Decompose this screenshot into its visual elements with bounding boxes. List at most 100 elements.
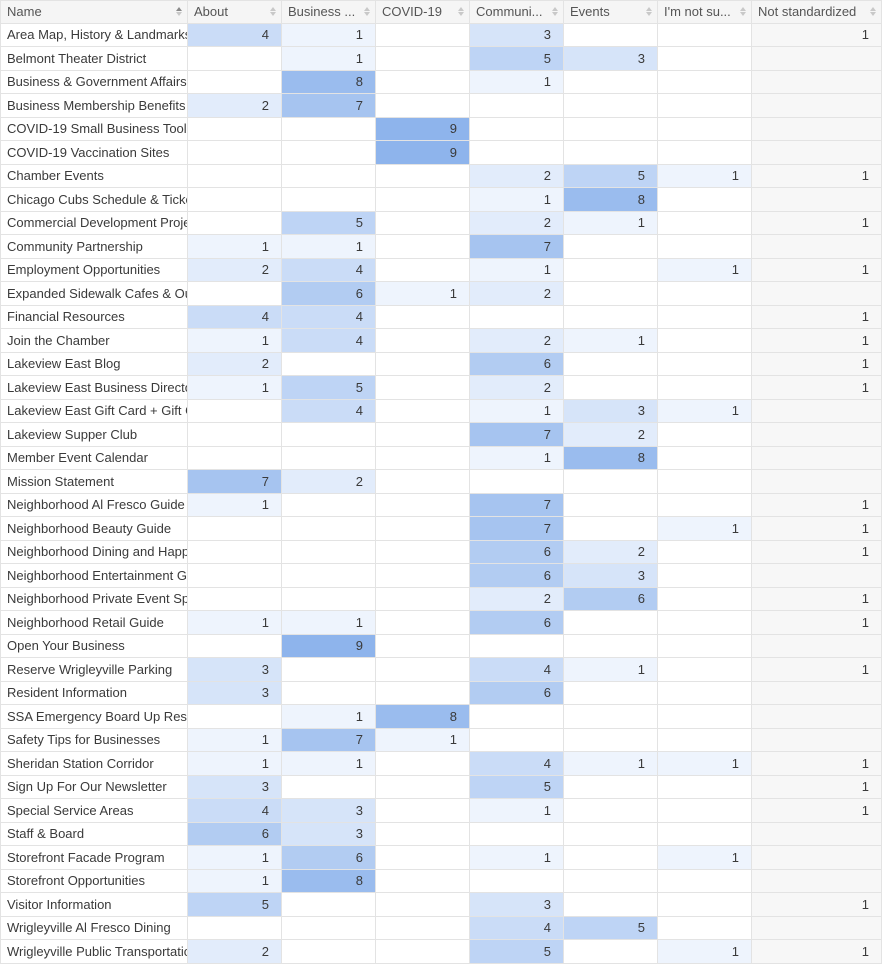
value-cell: 1 (752, 305, 882, 329)
value-cell: 1 (752, 940, 882, 964)
sort-icon[interactable] (175, 7, 183, 17)
value-cell (658, 658, 752, 682)
table-row[interactable]: Mission Statement 7 2 (0, 470, 882, 494)
row-name-cell: Chicago Cubs Schedule & Tickets (0, 188, 188, 212)
column-header-5[interactable]: Events (564, 0, 658, 24)
table-row[interactable]: Storefront Facade Program 1 6 1 1 (0, 846, 882, 870)
value-cell: 2 (188, 94, 282, 118)
table-row[interactable]: COVID-19 Small Business Toolkit 9 (0, 117, 882, 141)
sort-icon[interactable] (645, 7, 653, 17)
value-cell: 4 (282, 305, 376, 329)
sort-icon[interactable] (363, 7, 371, 17)
value-cell: 4 (470, 658, 564, 682)
value-cell (188, 587, 282, 611)
value-cell: 4 (188, 799, 282, 823)
value-cell (658, 141, 752, 165)
table-row[interactable]: Chamber Events 2 5 1 1 (0, 164, 882, 188)
value-cell (188, 446, 282, 470)
table-row[interactable]: Chicago Cubs Schedule & Tickets 1 8 (0, 188, 882, 212)
table-row[interactable]: Neighborhood Al Fresco Guide 1 7 1 (0, 493, 882, 517)
row-name-cell: Lakeview East Business Directory (0, 376, 188, 400)
table-row[interactable]: SSA Emergency Board Up Resources 18 (0, 705, 882, 729)
table-row[interactable]: Area Map, History & Landmarks 4 1 3 1 (0, 23, 882, 47)
value-cell (376, 752, 470, 776)
table-row[interactable]: Visitor Information 5 3 1 (0, 893, 882, 917)
value-cell: 6 (470, 611, 564, 635)
row-name-cell: Neighborhood Dining and Happy Hours (0, 540, 188, 564)
value-cell (188, 164, 282, 188)
value-cell: 1 (752, 517, 882, 541)
value-cell (658, 282, 752, 306)
column-header-0[interactable]: Name (0, 0, 188, 24)
column-header-label: About (194, 4, 228, 20)
table-row[interactable]: Belmont Theater District 1 5 3 (0, 47, 882, 71)
value-cell (282, 164, 376, 188)
column-header-label: Communi... (476, 4, 543, 20)
value-cell (752, 94, 882, 118)
row-name-cell: Lakeview East Gift Card + Gift Guide (0, 399, 188, 423)
value-cell: 3 (470, 23, 564, 47)
table-row[interactable]: Business & Government Affairs 8 1 (0, 70, 882, 94)
row-name-cell: Employment Opportunities (0, 258, 188, 282)
sort-icon[interactable] (457, 7, 465, 17)
value-cell (752, 423, 882, 447)
value-cell: 1 (752, 493, 882, 517)
table-row[interactable]: Lakeview East Gift Card + Gift Guide 4 131 (0, 399, 882, 423)
row-name-cell: Open Your Business (0, 634, 188, 658)
column-header-6[interactable]: I'm not su... (658, 0, 752, 24)
column-header-2[interactable]: Business ... (282, 0, 376, 24)
row-name-cell: Special Service Areas (0, 799, 188, 823)
sort-icon[interactable] (869, 7, 877, 17)
value-cell (564, 141, 658, 165)
value-cell: 3 (282, 799, 376, 823)
value-cell (376, 587, 470, 611)
sort-icon[interactable] (269, 7, 277, 17)
table-row[interactable]: Community Partnership 1 1 7 (0, 235, 882, 259)
value-cell: 3 (188, 681, 282, 705)
table-row[interactable]: Sign Up For Our Newsletter 3 5 1 (0, 775, 882, 799)
table-row[interactable]: Neighborhood Retail Guide 1 1 6 1 (0, 611, 882, 635)
table-row[interactable]: Join the Chamber 1 4 2 1 1 (0, 329, 882, 353)
table-row[interactable]: Neighborhood Private Event Spaces 26 1 (0, 587, 882, 611)
table-row[interactable]: Lakeview East Blog 2 6 1 (0, 352, 882, 376)
value-cell: 2 (470, 282, 564, 306)
value-cell: 1 (564, 211, 658, 235)
value-cell (564, 493, 658, 517)
table-row[interactable]: Business Membership Benefits 2 7 (0, 94, 882, 118)
table-row[interactable]: Reserve Wrigleyville Parking 3 4 1 1 (0, 658, 882, 682)
table-row[interactable]: Storefront Opportunities 1 8 (0, 869, 882, 893)
table-row[interactable]: COVID-19 Vaccination Sites 9 (0, 141, 882, 165)
value-cell (658, 423, 752, 447)
table-row[interactable]: Wrigleyville Al Fresco Dining 4 5 (0, 916, 882, 940)
sort-icon[interactable] (551, 7, 559, 17)
table-row[interactable]: Employment Opportunities 2 4 1 1 1 (0, 258, 882, 282)
table-row[interactable]: Neighborhood Dining and Happy Hours 62 1 (0, 540, 882, 564)
table-row[interactable]: Wrigleyville Public Transportation 2 5 1 1 (0, 940, 882, 964)
table-row[interactable]: Lakeview Supper Club 7 2 (0, 423, 882, 447)
table-row[interactable]: Neighborhood Entertainment Guide 63 (0, 564, 882, 588)
column-header-4[interactable]: Communi... (470, 0, 564, 24)
value-cell: 5 (470, 775, 564, 799)
value-cell (282, 352, 376, 376)
table-row[interactable]: Neighborhood Beauty Guide 7 1 1 (0, 517, 882, 541)
table-row[interactable]: Staff & Board 6 3 (0, 822, 882, 846)
value-cell: 1 (658, 846, 752, 870)
table-row[interactable]: Expanded Sidewalk Cafes & Outdoor Dining… (0, 282, 882, 306)
row-name-cell: Belmont Theater District (0, 47, 188, 71)
column-header-3[interactable]: COVID-19 (376, 0, 470, 24)
value-cell (564, 282, 658, 306)
table-row[interactable]: Open Your Business 9 (0, 634, 882, 658)
column-header-1[interactable]: About (188, 0, 282, 24)
table-row[interactable]: Lakeview East Business Directory 1 5 2 1 (0, 376, 882, 400)
table-row[interactable]: Financial Resources 4 4 1 (0, 305, 882, 329)
column-header-7[interactable]: Not standardized (752, 0, 882, 24)
value-cell (282, 916, 376, 940)
table-row[interactable]: Safety Tips for Businesses 1 7 1 (0, 728, 882, 752)
table-row[interactable]: Commercial Development Projects 5 2 1 1 (0, 211, 882, 235)
value-cell (752, 141, 882, 165)
table-row[interactable]: Special Service Areas 4 3 1 1 (0, 799, 882, 823)
table-row[interactable]: Member Event Calendar 1 8 (0, 446, 882, 470)
table-row[interactable]: Sheridan Station Corridor 1 1 4 1 1 1 (0, 752, 882, 776)
sort-icon[interactable] (739, 7, 747, 17)
table-row[interactable]: Resident Information 3 6 (0, 681, 882, 705)
